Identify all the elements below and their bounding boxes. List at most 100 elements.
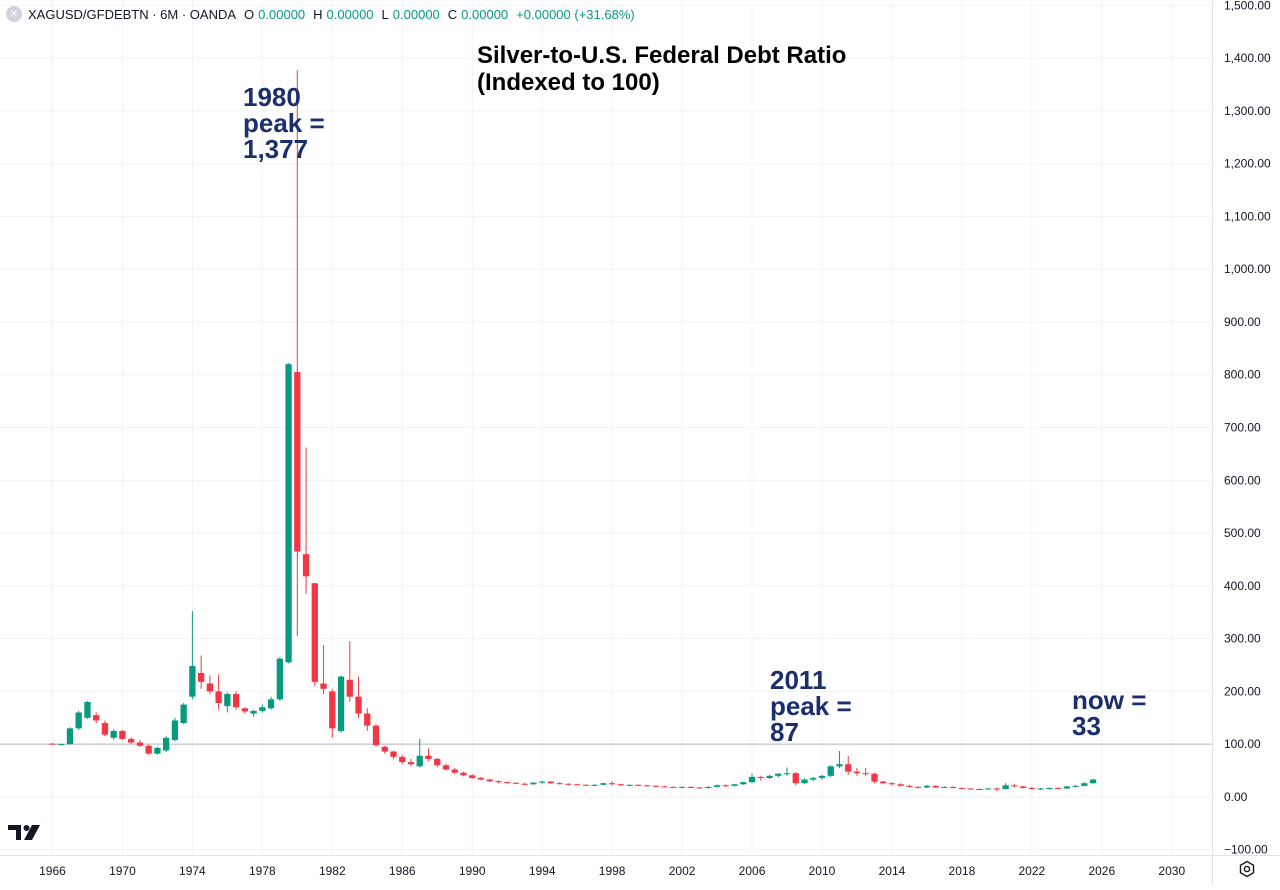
candle[interactable] bbox=[810, 776, 817, 782]
candle[interactable] bbox=[1002, 783, 1009, 790]
candle[interactable] bbox=[250, 709, 257, 717]
candle[interactable] bbox=[757, 775, 764, 781]
candle[interactable] bbox=[950, 786, 957, 789]
candle[interactable] bbox=[984, 787, 992, 790]
settings-gear-icon[interactable] bbox=[1238, 860, 1256, 883]
candle[interactable] bbox=[932, 785, 939, 788]
candle[interactable] bbox=[547, 781, 555, 784]
candle[interactable] bbox=[442, 763, 450, 771]
candle[interactable] bbox=[565, 783, 572, 786]
candle[interactable] bbox=[1019, 785, 1027, 789]
candle[interactable] bbox=[1054, 787, 1062, 790]
candle[interactable] bbox=[267, 696, 275, 710]
candle[interactable] bbox=[670, 786, 677, 788]
candle[interactable] bbox=[320, 644, 327, 695]
candle[interactable] bbox=[731, 783, 738, 787]
candle[interactable] bbox=[652, 785, 659, 787]
candle[interactable] bbox=[801, 778, 808, 785]
candle[interactable] bbox=[311, 583, 318, 687]
candle[interactable] bbox=[696, 786, 703, 789]
candle[interactable] bbox=[941, 786, 948, 788]
candle[interactable] bbox=[495, 780, 502, 784]
candle[interactable] bbox=[556, 782, 563, 785]
candle[interactable] bbox=[364, 708, 371, 731]
candle[interactable] bbox=[1028, 786, 1036, 790]
candle[interactable] bbox=[521, 782, 528, 786]
candle[interactable] bbox=[705, 786, 712, 789]
candle[interactable] bbox=[381, 745, 388, 754]
candle[interactable] bbox=[880, 780, 887, 785]
candle[interactable] bbox=[1011, 783, 1018, 788]
candle[interactable] bbox=[661, 785, 668, 788]
candle[interactable] bbox=[775, 773, 782, 778]
candle[interactable] bbox=[416, 738, 423, 768]
candle[interactable] bbox=[154, 746, 161, 755]
symbol-name[interactable]: XAGUSD/GFDEBTN · 6M · OANDA bbox=[28, 6, 237, 22]
candle[interactable] bbox=[407, 758, 415, 767]
candle[interactable] bbox=[766, 774, 773, 779]
tradingview-logo-icon[interactable] bbox=[8, 822, 42, 847]
candle[interactable] bbox=[573, 783, 581, 786]
candle[interactable] bbox=[197, 655, 205, 689]
candle[interactable] bbox=[224, 692, 231, 713]
candle[interactable] bbox=[294, 70, 301, 636]
candle[interactable] bbox=[591, 784, 598, 786]
candle[interactable] bbox=[49, 743, 56, 745]
candle[interactable] bbox=[171, 717, 179, 742]
candle[interactable] bbox=[818, 774, 826, 781]
candle[interactable] bbox=[329, 688, 336, 738]
candle[interactable] bbox=[871, 772, 878, 784]
candle[interactable] bbox=[189, 611, 196, 700]
candle[interactable] bbox=[58, 743, 65, 746]
candle[interactable] bbox=[617, 783, 625, 786]
candle[interactable] bbox=[302, 447, 310, 594]
candle[interactable] bbox=[740, 781, 747, 785]
candle[interactable] bbox=[643, 784, 651, 787]
candle[interactable] bbox=[827, 765, 834, 777]
candle[interactable] bbox=[687, 786, 694, 788]
candle[interactable] bbox=[110, 729, 117, 740]
candle[interactable] bbox=[678, 786, 686, 788]
candle[interactable] bbox=[434, 757, 441, 768]
candle[interactable] bbox=[600, 782, 607, 786]
candle[interactable] bbox=[923, 784, 931, 788]
candle[interactable] bbox=[792, 772, 799, 786]
candle[interactable] bbox=[276, 657, 283, 701]
candle[interactable] bbox=[635, 784, 642, 786]
candle[interactable] bbox=[1037, 787, 1044, 791]
candle[interactable] bbox=[976, 788, 983, 791]
candle[interactable] bbox=[1089, 779, 1097, 784]
candle[interactable] bbox=[1081, 782, 1088, 787]
candle[interactable] bbox=[1072, 784, 1079, 788]
candle[interactable] bbox=[915, 786, 922, 789]
candle[interactable] bbox=[460, 771, 467, 777]
candle[interactable] bbox=[748, 773, 756, 784]
candle[interactable] bbox=[888, 782, 896, 786]
candle[interactable] bbox=[993, 787, 1001, 792]
candle[interactable] bbox=[897, 783, 904, 787]
candle[interactable] bbox=[180, 703, 187, 725]
candle[interactable] bbox=[66, 727, 74, 745]
candle[interactable] bbox=[355, 676, 362, 718]
candle[interactable] bbox=[206, 675, 214, 695]
candle[interactable] bbox=[451, 767, 458, 774]
candle[interactable] bbox=[84, 700, 91, 719]
candle[interactable] bbox=[853, 767, 861, 776]
candle[interactable] bbox=[337, 675, 345, 733]
candle[interactable] bbox=[906, 784, 913, 788]
candle[interactable] bbox=[101, 720, 109, 737]
candle[interactable] bbox=[626, 784, 633, 786]
candle[interactable] bbox=[162, 736, 170, 753]
candle[interactable] bbox=[530, 782, 537, 785]
candle[interactable] bbox=[862, 767, 869, 776]
candle[interactable] bbox=[390, 750, 397, 759]
candle[interactable] bbox=[477, 776, 485, 781]
candle[interactable] bbox=[232, 691, 240, 710]
candle[interactable] bbox=[399, 754, 406, 765]
candle[interactable] bbox=[93, 712, 100, 724]
candle[interactable] bbox=[504, 781, 511, 784]
candle[interactable] bbox=[372, 724, 380, 747]
candle[interactable] bbox=[136, 739, 144, 747]
candle[interactable] bbox=[539, 780, 546, 784]
candle[interactable] bbox=[836, 751, 843, 768]
